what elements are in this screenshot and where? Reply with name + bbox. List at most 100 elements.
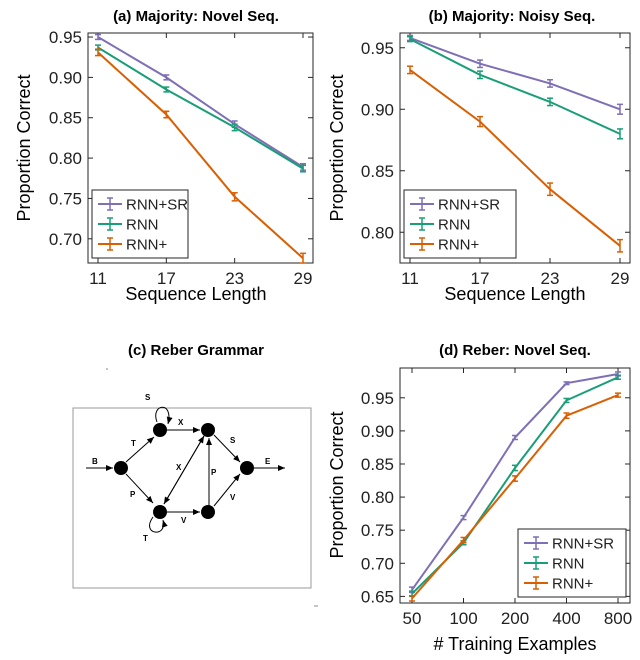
chart-a-x-ticks: 11 17 23 29 — [89, 33, 312, 288]
y-tick-label: 0.75 — [361, 521, 394, 540]
y-tick-label: 0.90 — [361, 100, 394, 119]
legend-label: RNN+ — [126, 237, 167, 254]
edge-label: B — [92, 457, 98, 466]
state-node — [240, 461, 254, 475]
edge-label: X — [178, 418, 184, 427]
diagram-nodes — [114, 423, 254, 519]
edge-V-right — [213, 473, 241, 507]
edge-label: S — [230, 436, 236, 445]
edge-label: T — [131, 439, 136, 448]
legend-label: RNN — [126, 217, 159, 234]
x-tick-label: 800 — [604, 609, 632, 628]
y-tick-label: 0.70 — [361, 554, 394, 573]
legend-label: RNN+SR — [438, 197, 500, 214]
edge-P-lower — [125, 473, 154, 504]
edge-T-selfloop — [149, 516, 168, 533]
state-node — [153, 505, 167, 519]
chart-a-x-axis-label: Sequence Length — [125, 284, 266, 304]
x-tick-label: 17 — [157, 269, 176, 288]
edge-label: P — [211, 468, 217, 477]
chart-b-series-layer — [407, 34, 623, 253]
y-tick-label: 0.70 — [49, 230, 82, 249]
x-tick-label: 23 — [541, 269, 560, 288]
state-node — [201, 505, 215, 519]
edge-label: S — [145, 393, 151, 402]
diagram-edges — [86, 406, 285, 533]
chart-d-y-axis-label: Proportion Correct — [327, 411, 347, 558]
series-line-RNN+SR — [409, 36, 621, 111]
x-tick-label: 29 — [294, 269, 313, 288]
series-line-RNN — [97, 46, 304, 170]
edge-X-diagonal-back — [163, 435, 205, 505]
y-tick-label: 0.85 — [49, 109, 82, 128]
legend-box — [91, 189, 189, 259]
y-tick-label: 0.85 — [361, 455, 394, 474]
chart-a: (a) Majority: Novel Seq. Proportion Corr… — [14, 8, 314, 304]
chart-a-y-axis-label: Proportion Correct — [14, 74, 34, 221]
chart-b-y-ticks: 0.80 0.85 0.90 0.95 — [361, 39, 630, 242]
chart-d-title: (d) Reber: Novel Seq. — [439, 342, 591, 359]
diagram-frame — [72, 407, 312, 589]
y-tick-label: 0.80 — [361, 223, 394, 242]
x-tick-label: 29 — [611, 269, 630, 288]
x-tick-label: 50 — [403, 609, 422, 628]
edge-T-upper — [125, 436, 155, 463]
chart-b-x-axis-label: Sequence Length — [444, 284, 585, 304]
x-tick-label: 11 — [401, 269, 419, 288]
edge-S-selfloop — [155, 406, 173, 425]
chart-b-x-ticks: 11 17 23 29 — [401, 33, 629, 288]
reber-diagram: (c) Reber Grammar — [72, 342, 318, 607]
edge-label: V — [181, 516, 187, 525]
series-line-RNN+ — [409, 69, 621, 247]
edge-label: T — [143, 534, 148, 543]
x-tick-label: 200 — [501, 609, 529, 628]
chart-b-y-axis-label: Proportion Correct — [327, 74, 347, 221]
x-tick-label: 17 — [471, 269, 490, 288]
legend-label: RNN — [438, 217, 471, 234]
y-tick-label: 0.90 — [49, 68, 82, 87]
chart-d-x-ticks: 50 100 200 400 800 — [403, 368, 632, 628]
chart-a-y-ticks: 0.70 0.75 0.80 0.85 0.90 0.95 — [49, 28, 313, 249]
state-node — [153, 423, 167, 437]
reber-diagram-title: (c) Reber Grammar — [128, 342, 264, 359]
edge-label: E — [265, 457, 271, 466]
legend-label: RNN+SR — [552, 536, 614, 553]
chart-d: (d) Reber: Novel Seq. Proportion Correct… — [327, 342, 632, 654]
x-tick-label: 100 — [449, 609, 477, 628]
edge-label: X — [176, 463, 182, 472]
series-line-RNN+ — [97, 51, 304, 259]
chart-b-legend: RNN+SR RNN RNN+ — [403, 189, 517, 259]
y-tick-label: 0.80 — [49, 149, 82, 168]
edge-S-right — [213, 434, 241, 463]
diagram-edge-labels: S T X B P X P S E V V T — [92, 393, 271, 543]
chart-a-title: (a) Majority: Novel Seq. — [113, 8, 279, 25]
y-tick-label: 0.65 — [361, 587, 394, 606]
legend-label: RNN+ — [438, 237, 479, 254]
edge-label: V — [230, 493, 236, 502]
legend-label: RNN+SR — [126, 197, 188, 214]
chart-b: (b) Majority: Noisy Seq. Proportion Corr… — [327, 8, 631, 304]
legend-label: RNN+ — [552, 576, 593, 593]
series-line-RNN+SR — [97, 36, 304, 168]
state-node — [201, 423, 215, 437]
chart-d-legend: RNN+SR RNN RNN+ — [517, 528, 627, 598]
y-tick-label: 0.75 — [49, 189, 82, 208]
y-tick-label: 0.90 — [361, 422, 394, 441]
y-tick-label: 0.80 — [361, 488, 394, 507]
chart-a-series-layer — [95, 33, 306, 264]
x-tick-label: 11 — [89, 269, 107, 288]
chart-d-x-axis-label: # Training Examples — [433, 634, 596, 654]
y-tick-label: 0.95 — [49, 28, 82, 47]
series-line-RNN — [409, 38, 621, 135]
edge-label: P — [130, 490, 136, 499]
x-tick-label: 23 — [225, 269, 244, 288]
chart-a-legend: RNN+SR RNN RNN+ — [91, 189, 189, 259]
y-tick-label: 0.95 — [361, 389, 394, 408]
state-node — [114, 461, 128, 475]
chart-d-series-layer — [409, 371, 621, 602]
y-tick-label: 0.95 — [361, 39, 394, 58]
legend-label: RNN — [552, 556, 585, 573]
x-tick-label: 400 — [552, 609, 580, 628]
chart-d-y-ticks: 0.65 0.70 0.75 0.80 0.85 0.90 0.95 — [361, 389, 630, 606]
